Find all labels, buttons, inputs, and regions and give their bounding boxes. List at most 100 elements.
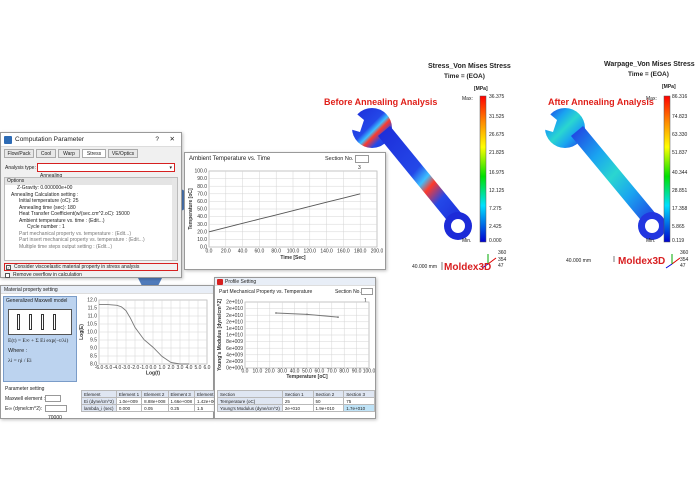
y-tick-label: 11.5 [88, 306, 98, 312]
y-tick-label: 6e+009 [226, 346, 243, 352]
table-cell[interactable]: 1.7e+010 [343, 404, 375, 412]
computation-parameter-dialog: Computation Parameter ? ✕ Flow/Pack Cool… [0, 132, 182, 278]
tree-item[interactable]: Heat Transfer Coefficient(w/(sec.cm^2.oC… [19, 211, 130, 217]
options-header: Options [5, 178, 177, 185]
left-min-label: Min. [462, 238, 472, 244]
tab-flow-pack[interactable]: Flow/Pack [4, 149, 34, 158]
x-tick-label: 100.0 [287, 249, 300, 255]
tree-item[interactable]: Part insert mechanical property vs. temp… [19, 237, 145, 243]
material-titlebar: Material property setting [1, 286, 213, 294]
tab-strip: Flow/Pack Cool Warp Stress VE/Optics [1, 147, 181, 161]
x-tick-label: -2.0 [131, 365, 140, 371]
wrench-after-model [539, 108, 666, 240]
maxwell-chart: 12.0 11.5 11.0 10.5 10.0 9.5 9.0 8.5 8.0-6.0 -5.0… [79, 298, 211, 377]
viscoelastic-checkbox-row[interactable]: ✓ Consider viscoelastic material propert… [4, 263, 178, 271]
table-cell: Temperature (oC) [217, 397, 283, 405]
x-tick-label: 70.0 [327, 369, 337, 375]
model-title: Generalized Maxwell model [6, 298, 68, 304]
left-axis-values: 360 354 47 [498, 250, 506, 270]
tree-item[interactable]: Part mechanical property vs. temperature… [19, 230, 131, 237]
tree-item[interactable]: Multiple time steps output setting : (Ed… [19, 243, 113, 250]
tab-stress[interactable]: Stress [82, 149, 106, 158]
colorbar-left [479, 95, 487, 243]
maxwell-formula: E(t) = E∞ + Σ Ei exp(−t/λi) [8, 337, 69, 344]
tab-warp[interactable]: Warp [58, 149, 80, 158]
tick-label: 74.823 [672, 114, 688, 120]
x-tick-label: 60.0 [315, 369, 325, 375]
table-cell[interactable]: 0.000 [115, 404, 143, 412]
axis-value: 354 [680, 256, 689, 263]
tick-label: 17.358 [672, 206, 688, 212]
x-tick-label: 80.0 [271, 249, 281, 255]
tick-label: 0.119 [672, 238, 685, 244]
y-tick-label: 50.0 [197, 207, 207, 213]
y-tick-label: 10.0 [197, 237, 207, 243]
x-tick-label: 6.0 [204, 365, 211, 371]
tick-label: 21.825 [489, 150, 505, 156]
table-cell[interactable]: 25 [281, 397, 314, 405]
ambient-chart: 100.090.080.070.060.050.040.030.020.010.… [188, 169, 383, 261]
tree-item[interactable]: Ambient temperature vs. time : (Edit...) [19, 217, 105, 224]
y-tick-label: 60.0 [197, 199, 207, 205]
ambient-section-input[interactable]: 3 [355, 155, 369, 171]
table-cell[interactable]: 1.9e+010 [312, 404, 345, 412]
maxwell-element-input[interactable]: 8 [45, 395, 61, 411]
options-scrollbar[interactable] [172, 178, 177, 260]
series-line [99, 304, 189, 365]
left-brand-logo: Moldex3D [444, 262, 492, 273]
tree-item[interactable]: Initial temperature (oC): 25 [19, 198, 79, 204]
right-scale-label: 40.000 mm [566, 258, 592, 264]
parameter-setting-title: Parameter setting [5, 386, 45, 392]
y-tick-label: 9.5 [90, 338, 97, 344]
data-point [337, 316, 339, 319]
y-tick-label: 11.0 [88, 314, 98, 320]
x-tick-label: -5.0 [104, 365, 113, 371]
table-header-cell: Element 2 [141, 390, 169, 398]
y-tick-label: 100.0 [194, 169, 207, 175]
checkbox-unchecked-icon[interactable] [5, 273, 10, 278]
table-header-cell: Element [81, 390, 117, 398]
axis-value: 47 [498, 263, 504, 269]
einf-input[interactable]: 70000 [45, 405, 67, 421]
analysis-type-select[interactable]: Annealing ▾ [37, 163, 175, 179]
x-tick-label: 50.0 [302, 369, 312, 375]
x-tick-label: 30.0 [277, 369, 287, 375]
help-button[interactable]: ? [155, 136, 159, 143]
left-annotation: Before Annealing Analysis [324, 97, 438, 107]
right-min-label: Min. [646, 238, 656, 244]
table-cell: Ei (dyne/cm^2) [81, 397, 117, 405]
y-tick-label: 90.0 [197, 176, 207, 182]
table-cell[interactable]: 1.0e+009 [115, 397, 143, 405]
tick-label: 26.675 [489, 132, 505, 138]
right-render-title: Warpage_Von Mises Stress [604, 61, 695, 68]
table-cell[interactable]: 0.25 [167, 404, 195, 412]
maxwell-element-label: Maxwell element : [5, 396, 46, 402]
axis-triad-left [481, 254, 497, 269]
close-icon[interactable]: ✕ [169, 136, 175, 143]
y-tick-label: 10.0 [87, 330, 97, 336]
einf-label: E∞ (dyne/cm^2): [5, 406, 43, 412]
table-cell[interactable]: 2e+010 [281, 404, 314, 412]
y-axis-label: Young's Modulus [dyne/cm^2] [217, 299, 223, 371]
table-row: Young's Modulus (dyne/cm^2) 2e+010 1.9e+… [217, 404, 375, 412]
series-line [208, 193, 361, 233]
table-cell[interactable]: 1.66e+008 [167, 397, 195, 405]
tree-item[interactable]: Annealing time (sec): 180 [19, 204, 76, 211]
tree-item[interactable]: Annealing Calculation setting : [11, 191, 79, 198]
x-tick-label: 20.0 [221, 249, 231, 255]
tab-cool[interactable]: Cool [36, 149, 56, 158]
tree-item[interactable]: Cycle number : 1 [27, 224, 65, 230]
table-cell[interactable]: 0.05 [141, 404, 169, 412]
x-tick-label: -6.0 [95, 365, 104, 371]
overflow-checkbox-row[interactable]: Remove overflow in calculation [4, 272, 178, 279]
table-cell[interactable]: 75 [343, 397, 375, 405]
x-tick-label: 120.0 [304, 249, 317, 255]
table-cell[interactable]: 50 [312, 397, 345, 405]
checkbox-checked-icon[interactable]: ✓ [6, 265, 11, 270]
y-tick-label: 2e+009 [226, 359, 243, 365]
table-cell[interactable]: 8.88e+008 [141, 397, 169, 405]
tab-ve-optics[interactable]: VE/Optics [108, 149, 138, 158]
tick-label: 86.316 [672, 94, 688, 100]
profile-section-input[interactable]: 1 [361, 288, 373, 304]
table-cell: Young's Modulus (dyne/cm^2) [217, 404, 283, 412]
